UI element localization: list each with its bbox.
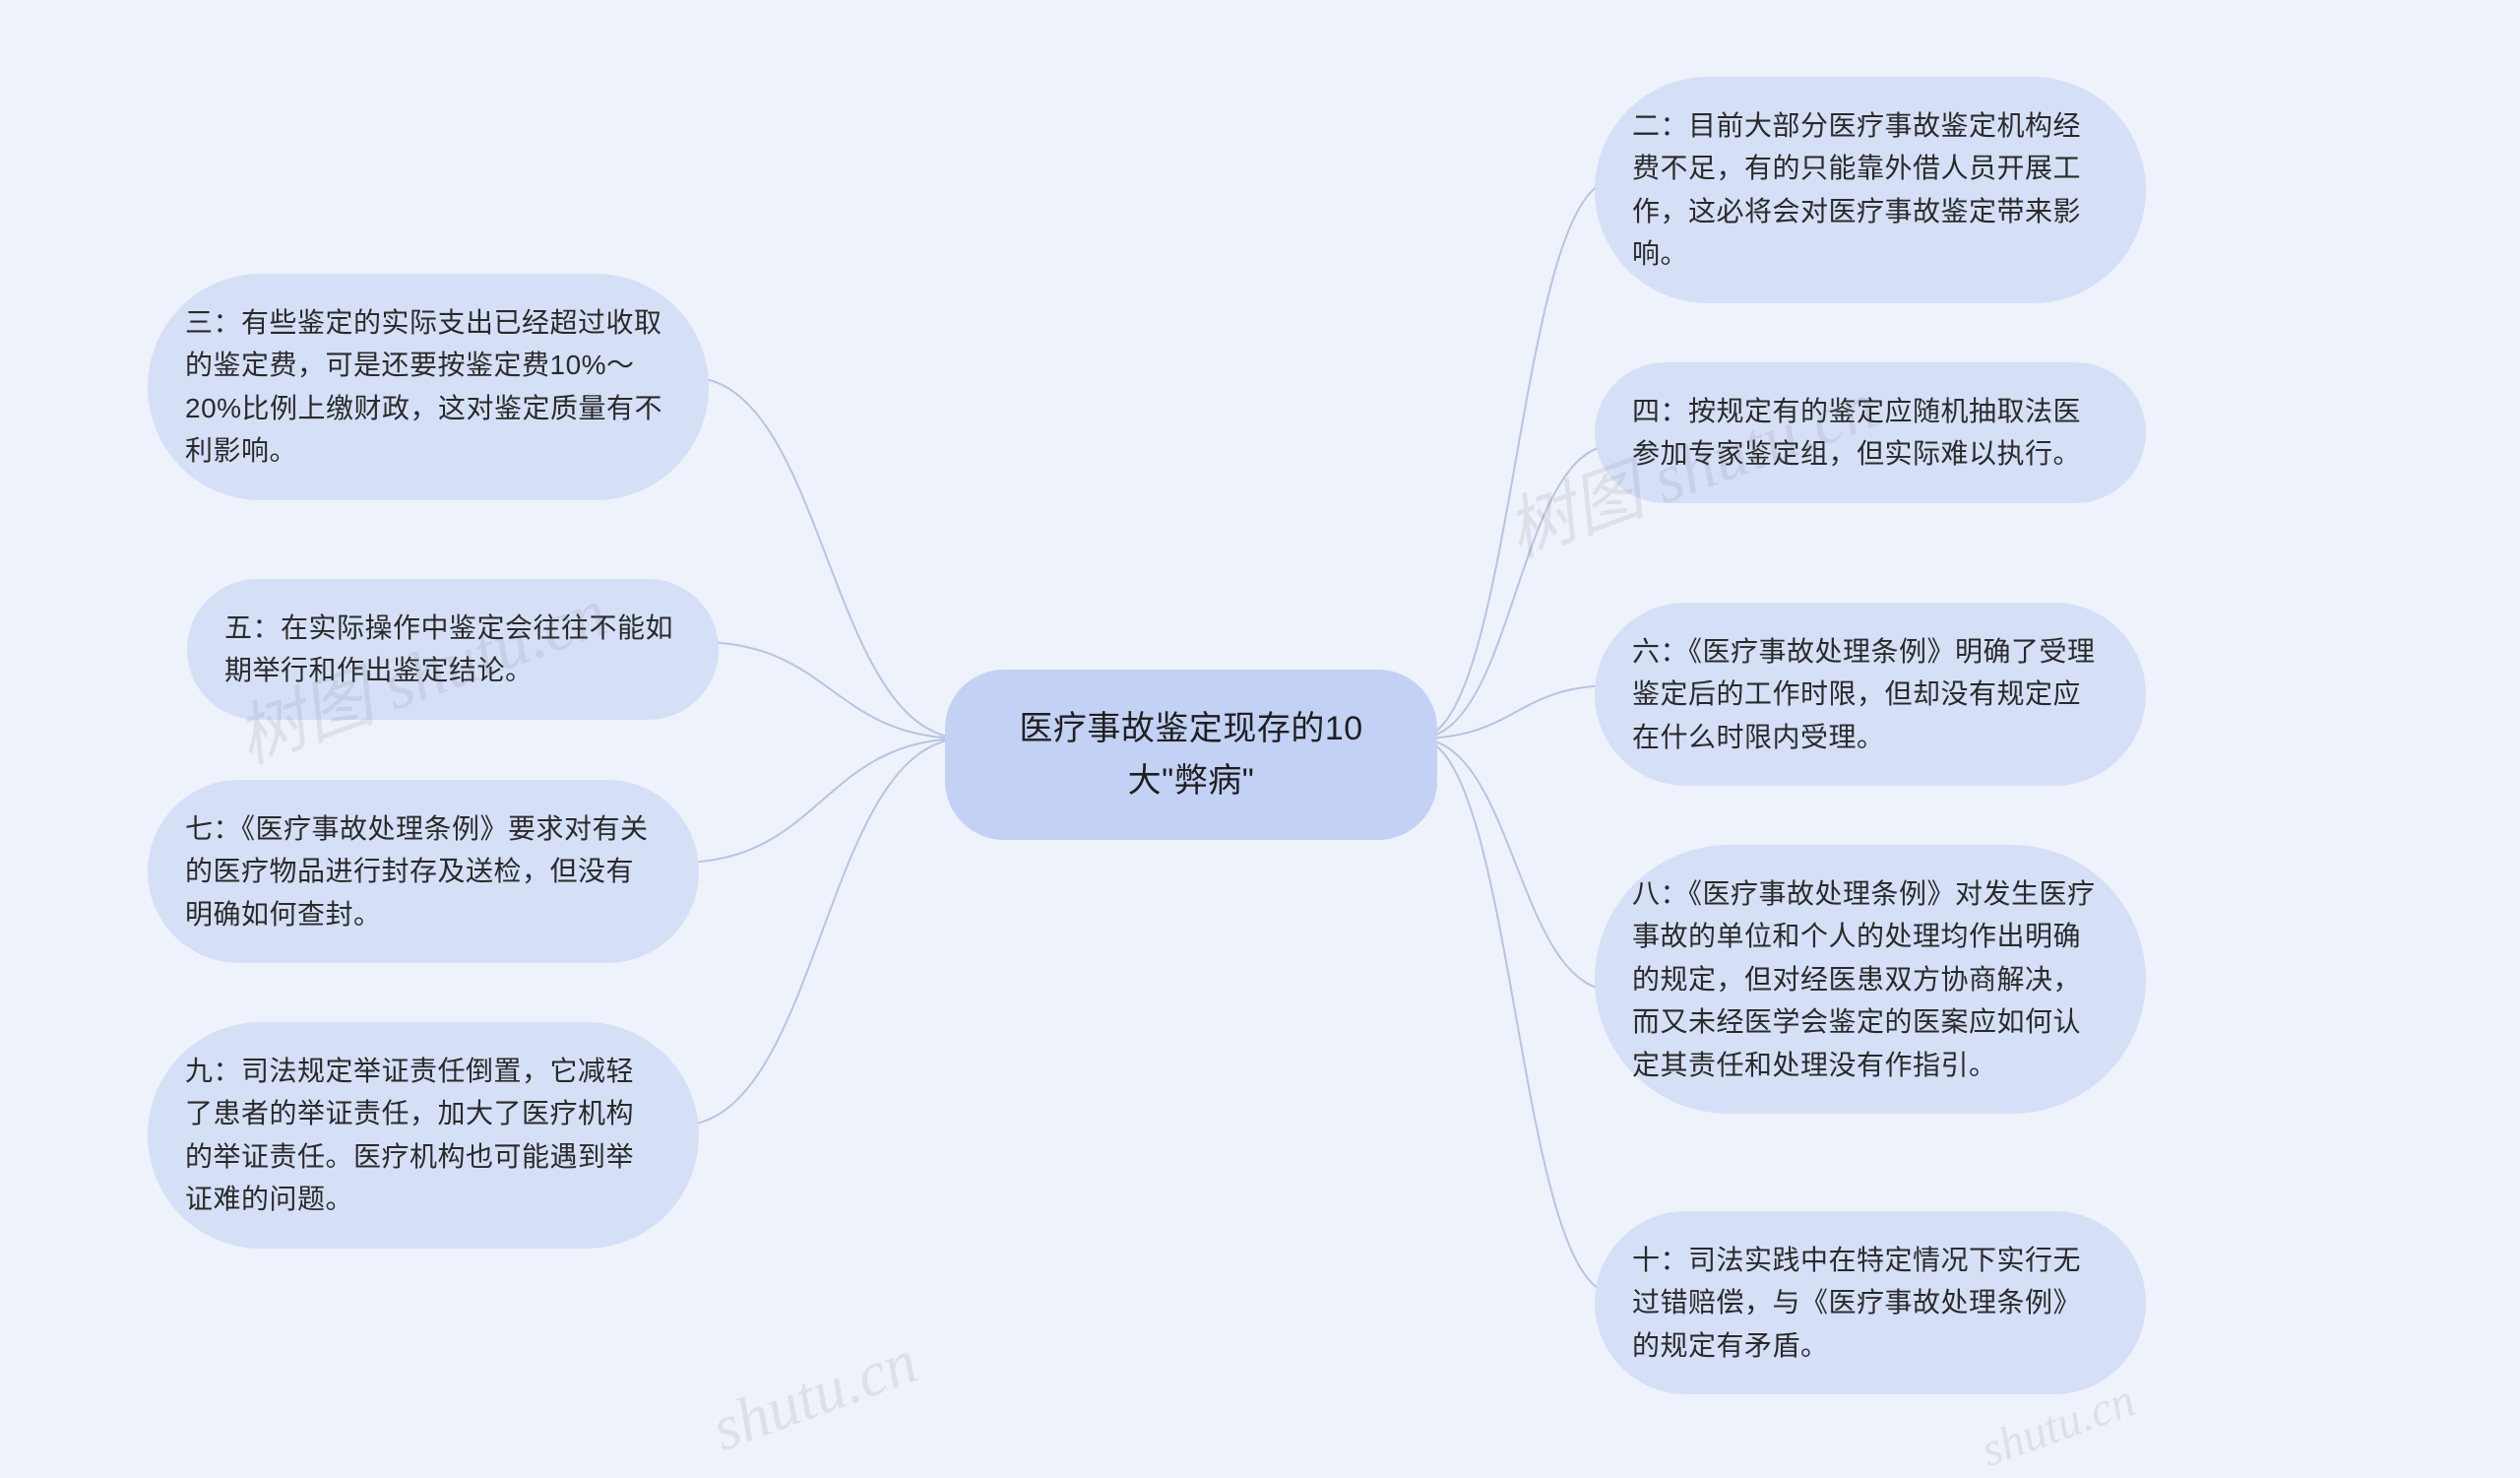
- edge: [1418, 180, 1614, 739]
- branch-node-text: 十：司法实践中在特定情况下实行无过错赔偿，与《医疗事故处理条例》的规定有矛盾。: [1632, 1245, 2081, 1361]
- branch-node: 十：司法实践中在特定情况下实行无过错赔偿，与《医疗事故处理条例》的规定有矛盾。: [1595, 1211, 2146, 1394]
- branch-node-text: 五：在实际操作中鉴定会往往不能如期举行和作出鉴定结论。: [224, 612, 673, 685]
- branch-node: 八：《医疗事故处理条例》对发生医疗事故的单位和个人的处理均作出明确的规定，但对经…: [1595, 845, 2146, 1114]
- branch-node: 二：目前大部分医疗事故鉴定机构经费不足，有的只能靠外借人员开展工作，这必将会对医…: [1595, 77, 2146, 303]
- branch-node-text: 六：《医疗事故处理条例》明确了受理鉴定后的工作时限，但却没有规定应在什么时限内受…: [1632, 636, 2096, 752]
- branch-node: 四：按规定有的鉴定应随机抽取法医参加专家鉴定组，但实际难以执行。: [1595, 362, 2146, 503]
- edge: [679, 739, 965, 1125]
- branch-node-text: 二：目前大部分医疗事故鉴定机构经费不足，有的只能靠外借人员开展工作，这必将会对医…: [1632, 110, 2081, 269]
- center-node: 医疗事故鉴定现存的10大"弊病": [945, 670, 1437, 840]
- branch-node: 九：司法规定举证责任倒置，它减轻了患者的举证责任，加大了医疗机构的举证责任。医疗…: [148, 1022, 699, 1249]
- branch-node: 三：有些鉴定的实际支出已经超过收取的鉴定费，可是还要按鉴定费10%～20%比例上…: [148, 274, 709, 500]
- edge: [689, 377, 965, 739]
- branch-node-text: 九：司法规定举证责任倒置，它减轻了患者的举证责任，加大了医疗机构的举证责任。医疗…: [185, 1056, 634, 1214]
- edge: [699, 642, 965, 739]
- edge: [1418, 739, 1614, 991]
- branch-node-text: 八：《医疗事故处理条例》对发生医疗事故的单位和个人的处理均作出明确的规定，但对经…: [1632, 878, 2096, 1080]
- edge: [1418, 739, 1614, 1294]
- branch-node-text: 四：按规定有的鉴定应随机抽取法医参加专家鉴定组，但实际难以执行。: [1632, 396, 2081, 469]
- branch-node: 六：《医疗事故处理条例》明确了受理鉴定后的工作时限，但却没有规定应在什么时限内受…: [1595, 603, 2146, 786]
- edge: [679, 739, 965, 863]
- edge: [1418, 445, 1614, 739]
- edge: [1418, 685, 1614, 739]
- branch-node-text: 七：《医疗事故处理条例》要求对有关的医疗物品进行封存及送检，但没有明确如何查封。: [185, 813, 649, 930]
- branch-node: 五：在实际操作中鉴定会往往不能如期举行和作出鉴定结论。: [187, 579, 719, 720]
- watermark: shutu.cn: [703, 1324, 926, 1465]
- center-node-text: 医疗事故鉴定现存的10大"弊病": [1019, 710, 1362, 800]
- mindmap-canvas: 医疗事故鉴定现存的10大"弊病" 二：目前大部分医疗事故鉴定机构经费不足，有的只…: [0, 0, 2520, 1440]
- branch-node: 七：《医疗事故处理条例》要求对有关的医疗物品进行封存及送检，但没有明确如何查封。: [148, 780, 699, 963]
- branch-node-text: 三：有些鉴定的实际支出已经超过收取的鉴定费，可是还要按鉴定费10%～20%比例上…: [185, 307, 662, 466]
